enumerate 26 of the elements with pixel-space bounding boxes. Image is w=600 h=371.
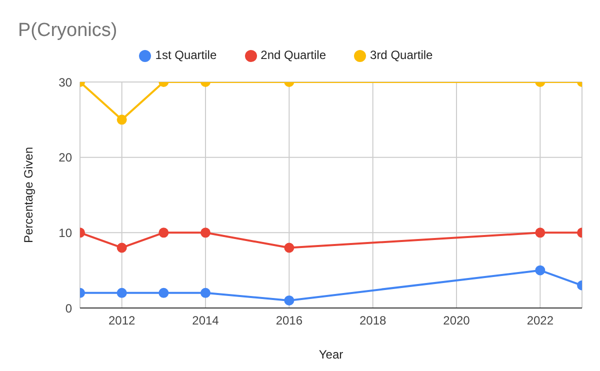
x-tick-label: 2020: [443, 314, 470, 328]
x-tick-label: 2018: [359, 314, 387, 328]
x-tick-label: 2022: [526, 314, 554, 328]
legend-label: 1st Quartile: [155, 48, 217, 62]
point: [116, 242, 127, 253]
x-tick-label: 2016: [276, 314, 303, 328]
y-tick-label: 20: [58, 150, 72, 165]
point: [535, 228, 546, 238]
x-tick-label: 2012: [108, 314, 136, 328]
x-axis-title: Year: [318, 348, 344, 362]
x-tick-label: 2014: [192, 314, 220, 328]
y-tick-label: 30: [58, 75, 72, 90]
point: [284, 242, 294, 253]
y-tick-label: 0: [65, 301, 72, 316]
point: [158, 228, 169, 238]
point: [200, 288, 210, 298]
chart-title: P(Cryonics): [18, 20, 118, 42]
y-axis-title: Percentage Given: [21, 146, 36, 244]
point: [535, 265, 546, 276]
legend-label: 2nd Quartile: [260, 48, 326, 62]
point: [200, 228, 210, 238]
point: [158, 288, 169, 298]
point: [284, 295, 294, 306]
point: [116, 288, 127, 298]
y-tick-label: 10: [58, 226, 72, 240]
legend-label: 3rd Quartile: [370, 48, 433, 62]
